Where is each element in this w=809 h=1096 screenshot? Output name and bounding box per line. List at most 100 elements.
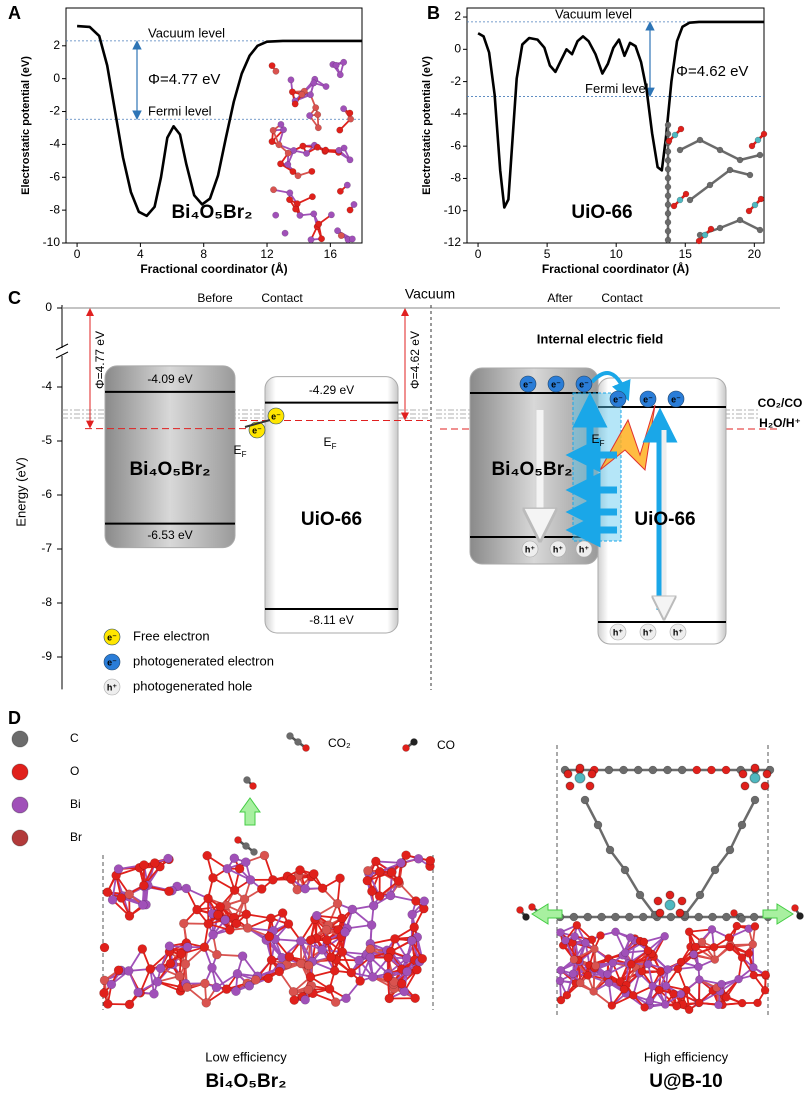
atom	[587, 769, 597, 779]
atom	[322, 146, 330, 154]
hole-symbol: h⁺	[107, 682, 117, 692]
reaction-arrow	[762, 903, 794, 925]
atom	[124, 889, 134, 900]
atom-label: Br	[70, 830, 82, 844]
y-tick-label: -6	[450, 138, 461, 152]
atom	[628, 991, 638, 1000]
work-function-label: Φ=4.62 eV	[408, 331, 422, 389]
atom	[664, 174, 672, 182]
bond	[719, 148, 741, 162]
atom	[107, 895, 118, 905]
electron-symbol: e⁻	[643, 394, 653, 404]
electron	[103, 653, 121, 671]
atom	[619, 765, 628, 775]
y-tick-label: -8	[450, 171, 461, 185]
panel-label: D	[8, 708, 21, 728]
atom	[643, 946, 653, 955]
atom	[283, 919, 294, 929]
atom	[294, 738, 302, 746]
atom	[327, 211, 335, 219]
atom	[365, 952, 376, 963]
atom	[754, 136, 762, 144]
plot-frame	[65, 7, 363, 244]
atom	[575, 763, 585, 773]
electron-symbol: e⁻	[271, 411, 281, 421]
atom	[661, 1000, 670, 1009]
transfer-arrow	[590, 371, 631, 402]
y-tick-label: -9	[41, 649, 52, 663]
atom	[203, 893, 213, 904]
atom	[337, 232, 345, 240]
material-label: Bi₄O₅Br₂	[171, 202, 252, 223]
atom	[676, 957, 686, 967]
atom	[761, 970, 770, 979]
atom-label: O	[70, 764, 79, 778]
atom	[645, 996, 655, 1006]
fermi-label: EF	[324, 435, 337, 451]
work-function-label: Φ=4.77 eV	[93, 331, 107, 389]
bond	[679, 138, 701, 152]
atom	[340, 105, 348, 113]
atom	[562, 990, 572, 1000]
atom	[307, 91, 314, 99]
panel-label: B	[427, 3, 440, 23]
atom	[222, 863, 233, 874]
atom	[317, 945, 327, 955]
y-tick-label: -6	[49, 169, 60, 183]
atom	[555, 976, 565, 986]
atom	[243, 776, 251, 784]
electron	[609, 390, 627, 408]
atom	[311, 910, 322, 921]
stage-label: Contact	[261, 291, 303, 305]
atom	[638, 912, 648, 922]
atom	[401, 850, 411, 860]
atom	[269, 126, 277, 134]
atom	[697, 937, 707, 947]
electron	[248, 421, 266, 439]
atom	[516, 906, 524, 914]
x-axis-label: Fractional coordinator (Å)	[542, 261, 689, 276]
atom	[750, 922, 760, 931]
atom	[574, 772, 586, 784]
atom	[99, 988, 109, 998]
fermi-symbol: E	[592, 432, 600, 446]
bond	[689, 184, 711, 201]
atom	[303, 960, 314, 971]
atom	[299, 142, 307, 150]
atom	[256, 884, 267, 894]
atom	[302, 744, 310, 752]
atom	[268, 62, 276, 70]
hole-symbol: h⁺	[525, 544, 535, 554]
atom	[201, 998, 211, 1008]
atom	[664, 201, 672, 208]
atom	[314, 124, 322, 132]
atom	[762, 769, 772, 779]
atom	[620, 948, 630, 957]
atom	[556, 966, 565, 975]
bond	[699, 138, 721, 152]
atom	[607, 1001, 617, 1010]
atom	[280, 126, 287, 134]
bond	[740, 799, 757, 826]
atom	[730, 909, 738, 917]
atom	[737, 998, 747, 1008]
field-label: Internal electric field	[537, 331, 663, 346]
panel-label: A	[8, 3, 21, 23]
atom	[340, 58, 348, 66]
atom	[284, 952, 295, 962]
atom	[326, 952, 336, 963]
panel-label: C	[8, 288, 21, 308]
atom	[734, 974, 743, 984]
atom	[664, 183, 672, 191]
atom	[648, 765, 658, 775]
hole-symbol: h⁺	[673, 627, 683, 637]
atom	[756, 226, 764, 234]
atom-key	[11, 730, 29, 748]
atom	[245, 875, 256, 885]
atom	[294, 172, 302, 180]
bond	[729, 168, 751, 177]
atom	[710, 865, 720, 875]
atom	[138, 900, 148, 910]
atom	[583, 971, 593, 980]
atom	[672, 1001, 681, 1011]
